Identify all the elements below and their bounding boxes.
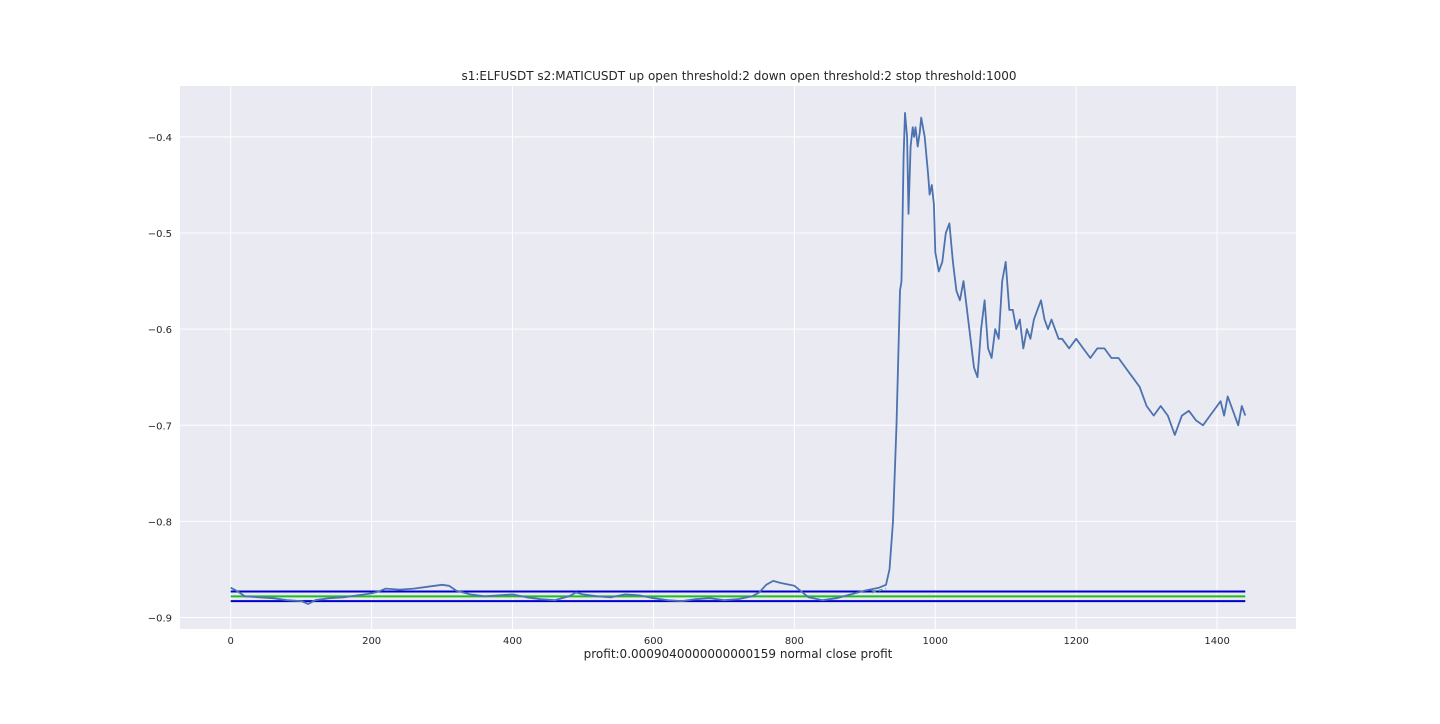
x-tick-label: 600 bbox=[644, 636, 663, 647]
y-tick-label: −0.4 bbox=[148, 133, 172, 144]
x-tick-label: 400 bbox=[503, 636, 522, 647]
y-tick-labels: −0.9 −0.8 −0.7 −0.6 −0.5 −0.4 bbox=[148, 133, 172, 625]
series-line bbox=[230, 112, 1247, 605]
data-series bbox=[230, 112, 1247, 605]
x-tick-label: 1000 bbox=[923, 636, 948, 647]
plot-background bbox=[180, 86, 1296, 629]
y-tick-label: −0.8 bbox=[148, 517, 172, 528]
x-tick-label: 1400 bbox=[1204, 636, 1229, 647]
y-tick-label: −0.6 bbox=[148, 325, 172, 336]
grid-lines bbox=[180, 86, 1296, 629]
threshold-lines bbox=[230, 590, 1246, 603]
x-tick-label: 200 bbox=[362, 636, 381, 647]
y-tick-label: −0.7 bbox=[148, 421, 172, 432]
x-tick-labels: 0 200 400 600 800 1000 1200 1400 bbox=[228, 636, 1230, 647]
y-tick-label: −0.5 bbox=[148, 229, 172, 240]
x-axis-label: profit:0.0009040000000000159 normal clos… bbox=[584, 647, 893, 661]
series-line bbox=[871, 587, 887, 594]
x-tick-label: 0 bbox=[228, 636, 234, 647]
x-tick-label: 800 bbox=[785, 636, 804, 647]
y-tick-label: −0.9 bbox=[148, 613, 172, 624]
x-tick-label: 1200 bbox=[1063, 636, 1088, 647]
chart-title: s1:ELFUSDT s2:MATICUSDT up open threshol… bbox=[461, 69, 1016, 83]
